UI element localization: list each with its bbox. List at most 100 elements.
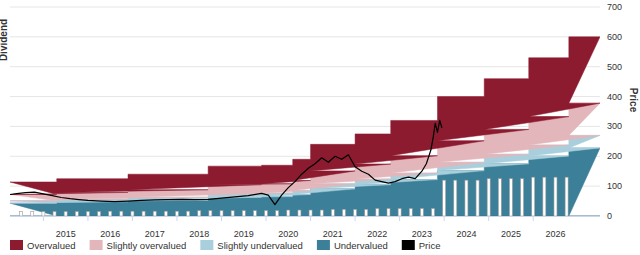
dividend-bar [265, 211, 268, 216]
dividend-bar [231, 211, 234, 216]
dividend-bar [532, 177, 535, 216]
y-tick-label: 300 [607, 121, 622, 131]
dividend-bar [187, 211, 190, 216]
dividend-bar [509, 179, 512, 216]
dividend-bar [565, 177, 568, 216]
legend-label: Price [419, 240, 441, 251]
y-tick-label: 200 [607, 151, 622, 161]
dividend-bar [432, 209, 435, 216]
dividend-bar [86, 212, 89, 216]
dividend-bar [409, 209, 412, 216]
y-tick-label: 100 [607, 181, 622, 191]
dividend-bar [387, 209, 390, 216]
dividend-bar [398, 209, 401, 216]
legend-swatch [402, 240, 415, 250]
x-tick [399, 216, 400, 221]
dividend-bar [287, 210, 290, 216]
dividend-bar [476, 180, 479, 216]
x-tick-label: 2018 [189, 229, 209, 239]
dividend-bar [376, 209, 379, 216]
dividend-bar [543, 177, 546, 216]
dividend-bar [554, 177, 557, 216]
dividend-bar [64, 212, 67, 216]
legend-swatch [10, 240, 23, 250]
x-tick-label: 2016 [100, 229, 120, 239]
x-tick [221, 216, 222, 221]
y-tick-label: 600 [607, 32, 622, 42]
legend-label: Slightly undervalued [217, 240, 303, 251]
grid [10, 7, 600, 216]
dividend-bar [31, 212, 34, 216]
y-tick-label: 700 [607, 2, 622, 12]
x-tick-label: 2023 [412, 229, 432, 239]
x-tick [444, 216, 445, 221]
dividend-bar [443, 180, 446, 216]
y-tick-label: 500 [607, 62, 622, 72]
dividend-bar [98, 212, 101, 216]
x-tick [87, 216, 88, 221]
x-tick [266, 216, 267, 221]
x-tick [533, 216, 534, 221]
legend: OvervaluedSlightly overvaluedSlightly un… [10, 240, 440, 251]
x-tick-label: 2019 [234, 229, 254, 239]
y-axis: 0 100 200 300 400 500 600 700 Price [607, 2, 639, 221]
legend-label: Undervalued [334, 240, 388, 251]
x-tick [310, 216, 311, 221]
x-axis-line [10, 216, 600, 217]
grid-line [10, 36, 600, 37]
grid-line [10, 126, 600, 127]
x-tick-label: 2022 [367, 229, 387, 239]
dividend-bar [142, 211, 145, 216]
dividend-bar [153, 211, 156, 216]
y-tick-label: 400 [607, 92, 622, 102]
dividend-bar [498, 179, 501, 216]
dividend-bar [209, 211, 212, 216]
dividend-bar [220, 211, 223, 216]
dividend-bar [175, 211, 178, 216]
x-tick [176, 216, 177, 221]
dividend-bar [20, 212, 23, 216]
x-tick-label: 2021 [323, 229, 343, 239]
grid-line [10, 7, 600, 8]
dividend-bar [42, 212, 45, 216]
x-tick [355, 216, 356, 221]
plot-area [10, 37, 600, 216]
dividend-bar [276, 211, 279, 216]
legend-swatch [200, 240, 213, 250]
dividend-bar [454, 180, 457, 216]
dividend-bar [331, 209, 334, 216]
legend-swatch [90, 240, 103, 250]
dividend-bar [365, 209, 368, 216]
dividend-bar [298, 210, 301, 216]
dividend-bar [320, 210, 323, 216]
dividend-bar [75, 212, 78, 216]
x-axis: 2015 2016 2017 2018 2019 2020 2021 2022 2023 2024… [10, 216, 600, 239]
dividend-bar [521, 179, 524, 216]
x-tick-label: 2025 [501, 229, 521, 239]
x-tick-label: 2024 [456, 229, 476, 239]
dividend-bar [53, 212, 56, 216]
y-tick-label: 0 [607, 211, 612, 221]
y2-axis-title: Dividend [0, 19, 9, 61]
y-axis-title: Price [628, 88, 639, 113]
x-tick-label: 2020 [278, 229, 298, 239]
x-tick [488, 216, 489, 221]
dividend-bar [309, 210, 312, 216]
x-tick-label: 2017 [145, 229, 165, 239]
legend-label: Slightly overvalued [107, 240, 187, 251]
dividend-bar [342, 209, 345, 216]
price-line [10, 120, 442, 204]
background [0, 0, 640, 255]
x-tick [43, 216, 44, 221]
dividend-bar [242, 211, 245, 216]
legend-swatch [317, 240, 330, 250]
dividend-bar [420, 209, 423, 216]
x-tick-label: 2015 [56, 229, 76, 239]
dividend-bar [131, 211, 134, 216]
dividend-bar [487, 179, 490, 216]
x-tick-label: 2026 [545, 229, 565, 239]
dividend-bar [465, 180, 468, 216]
dividend-bar [198, 211, 201, 216]
dividend-bar [120, 211, 123, 216]
chart: 2015 2016 2017 2018 2019 2020 2021 2022 2023 2024… [0, 0, 640, 255]
